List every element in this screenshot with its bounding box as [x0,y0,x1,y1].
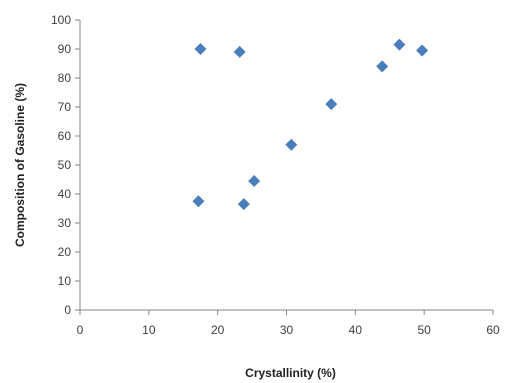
data-point-marker [192,195,205,208]
y-tick-label: 50 [58,158,72,172]
y-tick-label: 40 [58,187,72,201]
x-tick-label: 0 [77,323,84,337]
data-point-marker [376,60,389,73]
y-tick-label: 70 [58,100,72,114]
data-point-marker [416,44,429,57]
x-tick-label: 60 [486,323,500,337]
data-point-marker [325,98,338,111]
data-point-marker [233,45,246,58]
y-tick-label: 60 [58,129,72,143]
x-tick-label: 30 [280,323,294,337]
y-axis-title: Composition of Gasoline (%) [13,83,27,247]
x-tick-label: 10 [142,323,156,337]
data-point-marker [237,198,250,211]
y-tick-label: 10 [58,274,72,288]
y-tick-label: 100 [51,13,71,27]
data-point-marker [393,38,406,51]
x-tick-label: 20 [211,323,225,337]
y-axis-ticks: 0 10 20 30 40 50 60 70 80 90 100 [51,13,80,317]
y-tick-label: 0 [64,303,71,317]
data-points [192,38,429,211]
y-tick-label: 20 [58,245,72,259]
data-point-marker [248,174,261,187]
y-tick-label: 80 [58,71,72,85]
y-tick-label: 90 [58,42,72,56]
x-tick-label: 50 [417,323,431,337]
x-axis-title: Crystallinity (%) [245,366,336,380]
data-point-marker [285,138,298,151]
data-point-marker [194,43,207,55]
x-tick-label: 40 [349,323,363,337]
y-tick-label: 30 [58,216,72,230]
x-axis-ticks: 0 10 20 30 40 50 60 [77,310,500,337]
